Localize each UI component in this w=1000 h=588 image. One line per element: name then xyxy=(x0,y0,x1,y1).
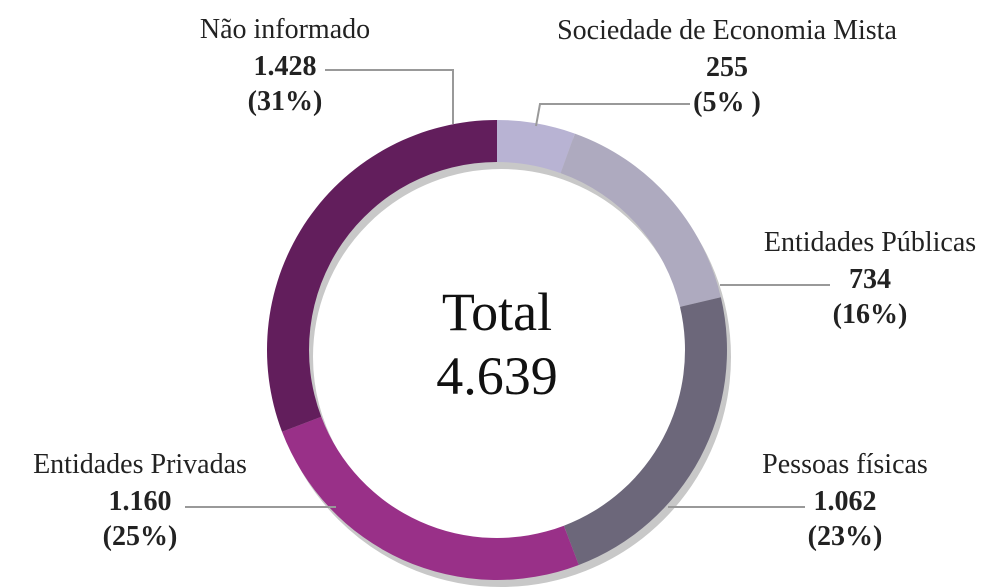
leader-line xyxy=(325,69,454,124)
slice-label: Entidades Públicas 734 (16%) xyxy=(730,224,1000,332)
percent-label: (23%) xyxy=(807,521,883,552)
donut-segment xyxy=(497,120,575,174)
value-label: 1.160 xyxy=(108,486,172,517)
category-label: Não informado xyxy=(199,14,371,45)
slice-label: Pessoas físicas 1.062 (23%) xyxy=(705,446,985,554)
donut-segment xyxy=(560,133,721,307)
leader-line xyxy=(535,103,690,127)
center-value: 4.639 xyxy=(436,346,558,406)
category-label: Entidades Privadas xyxy=(33,449,247,480)
donut-segment xyxy=(267,120,497,432)
percent-label: (31%) xyxy=(247,86,323,117)
category-label: Sociedade de Economia Mista xyxy=(557,15,897,46)
percent-label: (16%) xyxy=(832,299,908,330)
donut-segment xyxy=(563,297,728,565)
percent-label: (25%) xyxy=(102,521,178,552)
category-label: Pessoas físicas xyxy=(762,449,928,480)
percent-label: (5% ) xyxy=(693,87,761,118)
center-title: Total xyxy=(441,282,553,342)
value-label: 1.062 xyxy=(813,486,877,517)
slice-label: Não informado 1.428 (31%) xyxy=(145,11,425,119)
category-label: Entidades Públicas xyxy=(763,227,977,258)
value-label: 1.428 xyxy=(253,51,317,82)
center-label: Total 4.639 xyxy=(347,280,647,408)
donut-segment xyxy=(282,416,579,581)
slice-label: Entidades Privadas 1.160 (25%) xyxy=(0,446,280,554)
value-label: 734 xyxy=(849,264,891,295)
slice-label: Sociedade de Economia Mista 255 (5% ) xyxy=(557,12,897,120)
value-label: 255 xyxy=(706,52,748,83)
